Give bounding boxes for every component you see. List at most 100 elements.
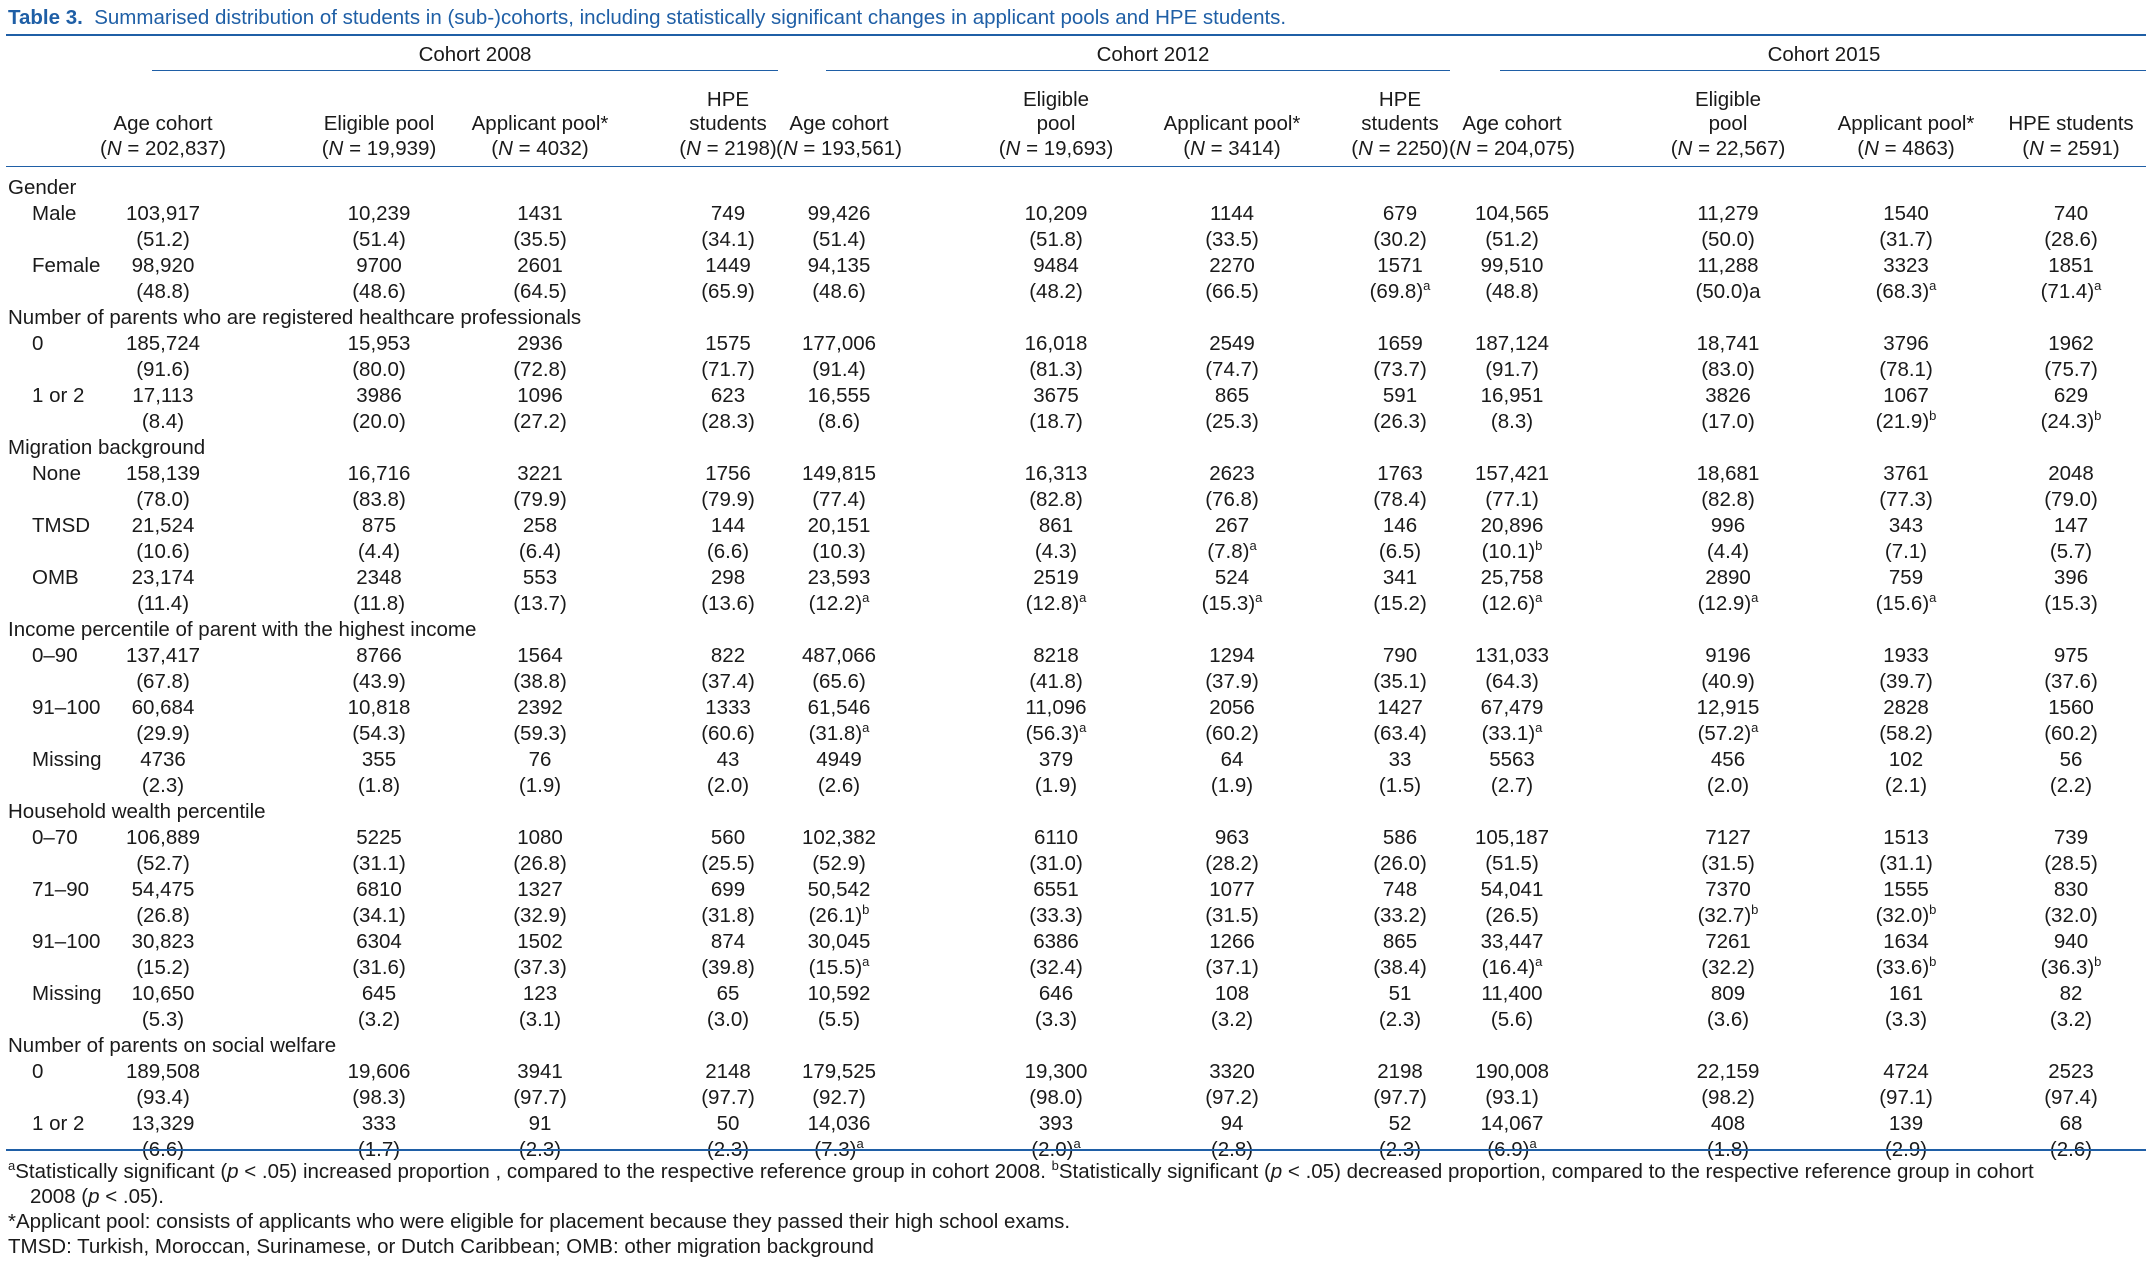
n-symbol: N bbox=[782, 137, 798, 160]
percent-value: (65.9) bbox=[701, 280, 755, 303]
cell-percent: (56.3)a bbox=[1025, 721, 1087, 746]
percent-value: (10.6) bbox=[136, 540, 190, 563]
cell-count: 179,525 bbox=[801, 1060, 877, 1083]
percent-value: (33.3) bbox=[1029, 904, 1083, 927]
cell-count: 996 bbox=[1710, 514, 1746, 537]
cell-count: 4949 bbox=[816, 748, 862, 771]
cell-count: 10,239 bbox=[347, 202, 411, 225]
cell-count: 739 bbox=[2053, 826, 2089, 849]
cell-percent: (40.9) bbox=[1701, 670, 1755, 694]
percent-value: (28.6) bbox=[2044, 228, 2098, 251]
cell-percent: (2.0) bbox=[707, 774, 749, 798]
n-symbol: N bbox=[1358, 137, 1373, 160]
cell-percent: (74.7) bbox=[1205, 358, 1259, 382]
percent-value: (28.3) bbox=[701, 410, 755, 433]
cell-count: 759 bbox=[1888, 566, 1924, 589]
n-value: 4032 bbox=[536, 137, 582, 160]
cell-count: 875 bbox=[361, 514, 397, 537]
cell-percent: (52.7) bbox=[136, 852, 190, 876]
percent-value: (48.8) bbox=[1485, 280, 1539, 303]
percent-value: (12.9) bbox=[1697, 592, 1752, 615]
cell-count: 4724 bbox=[1883, 1060, 1929, 1083]
n-symbol: N bbox=[498, 137, 513, 160]
percent-value: (8.3) bbox=[1490, 410, 1534, 433]
cell-percent: (64.5) bbox=[513, 280, 567, 304]
cell-percent: (48.6) bbox=[812, 280, 866, 304]
cell-count: 5563 bbox=[1489, 748, 1535, 771]
n-value: 2250 bbox=[1396, 137, 1442, 160]
column-header-line2: Applicant pool* bbox=[1163, 112, 1301, 135]
cell-count: 104,565 bbox=[1474, 202, 1550, 225]
cell-percent: (31.1) bbox=[1879, 852, 1933, 876]
cell-count: 157,421 bbox=[1474, 462, 1550, 485]
cell-percent: (7.1) bbox=[1885, 540, 1927, 564]
cell-percent: (97.1) bbox=[1879, 1086, 1933, 1110]
percent-value: (77.3) bbox=[1879, 488, 1933, 511]
cell-percent: (27.2) bbox=[513, 410, 567, 434]
cell-percent: (48.8) bbox=[1485, 280, 1539, 304]
n-symbol: N bbox=[1677, 137, 1693, 160]
cell-count: 56 bbox=[2059, 748, 2083, 771]
cell-count: 830 bbox=[2053, 878, 2089, 901]
column-header-n: (N = 3414) bbox=[1183, 137, 1281, 160]
cell-count: 51 bbox=[1388, 982, 1412, 1005]
cell-count: 1555 bbox=[1883, 878, 1929, 901]
header-rule bbox=[6, 166, 2146, 167]
cell-percent: (38.8) bbox=[513, 670, 567, 694]
percent-value: (48.6) bbox=[812, 280, 866, 303]
cell-count: 591 bbox=[1382, 384, 1418, 407]
cell-count: 524 bbox=[1214, 566, 1250, 589]
footnote-b-line2-1: 2008 ( bbox=[30, 1185, 89, 1208]
cell-count: 940 bbox=[2053, 930, 2089, 953]
cell-count: 2519 bbox=[1033, 566, 1079, 589]
percent-value: (2.0) bbox=[706, 774, 750, 797]
cell-percent: (2.6) bbox=[818, 774, 860, 798]
group-title: Migration background bbox=[8, 436, 206, 459]
percent-value: (64.5) bbox=[513, 280, 567, 303]
percent-value: (3.0) bbox=[706, 1008, 750, 1031]
percent-value: (74.7) bbox=[1205, 358, 1259, 381]
cell-percent: (3.0) bbox=[707, 1008, 749, 1032]
cell-percent: (93.1) bbox=[1485, 1086, 1539, 1110]
cell-percent: (91.4) bbox=[812, 358, 866, 382]
cell-percent: (10.6) bbox=[136, 540, 190, 564]
percent-value: (56.3) bbox=[1025, 722, 1080, 745]
column-header-line2: HPE students bbox=[2008, 112, 2134, 135]
cell-count: 1096 bbox=[517, 384, 563, 407]
cell-percent: (28.6) bbox=[2044, 228, 2098, 252]
percent-value: (1.9) bbox=[1210, 774, 1254, 797]
percent-value: (11.8) bbox=[352, 592, 406, 615]
row-label: 71–90 bbox=[32, 878, 90, 901]
cell-percent: (97.2) bbox=[1205, 1086, 1259, 1110]
cell-count: 3986 bbox=[356, 384, 402, 407]
cell-percent: (15.2) bbox=[1373, 592, 1427, 616]
cell-count: 1756 bbox=[705, 462, 751, 485]
cell-percent: (15.3)a bbox=[1202, 591, 1263, 616]
cell-count: 298 bbox=[710, 566, 746, 589]
cell-percent: (54.3) bbox=[352, 722, 406, 746]
percent-value: (5.6) bbox=[1490, 1008, 1534, 1031]
percent-value: (26.1) bbox=[808, 904, 863, 927]
cell-count: 8766 bbox=[356, 644, 402, 667]
percent-value: (97.7) bbox=[701, 1086, 755, 1109]
percent-value: (3.2) bbox=[2049, 1008, 2093, 1031]
cell-count: 623 bbox=[710, 384, 746, 407]
column-header-n: (N = 2250) bbox=[1351, 137, 1449, 160]
cell-percent: (59.3) bbox=[513, 722, 567, 746]
column-header-line2: pool bbox=[1708, 112, 1748, 135]
cell-count: 699 bbox=[710, 878, 746, 901]
percent-value: (18.7) bbox=[1029, 410, 1083, 433]
column-header-n: (N = 19,939) bbox=[321, 137, 437, 160]
cell-count: 16,018 bbox=[1024, 332, 1088, 355]
n-value: 202,837 bbox=[145, 137, 220, 160]
cell-percent: (30.2) bbox=[1373, 228, 1427, 252]
percent-value: (4.4) bbox=[357, 540, 401, 563]
percent-value: (12.2) bbox=[808, 592, 863, 615]
n-symbol: N bbox=[686, 137, 701, 160]
percent-value: (37.9) bbox=[1205, 670, 1259, 693]
cell-percent: (21.9)b bbox=[1876, 409, 1937, 434]
cell-count: 54,041 bbox=[1480, 878, 1544, 901]
cell-count: 1266 bbox=[1209, 930, 1255, 953]
cell-percent: (26.8) bbox=[513, 852, 567, 876]
cell-percent: (32.0)b bbox=[1876, 903, 1937, 928]
